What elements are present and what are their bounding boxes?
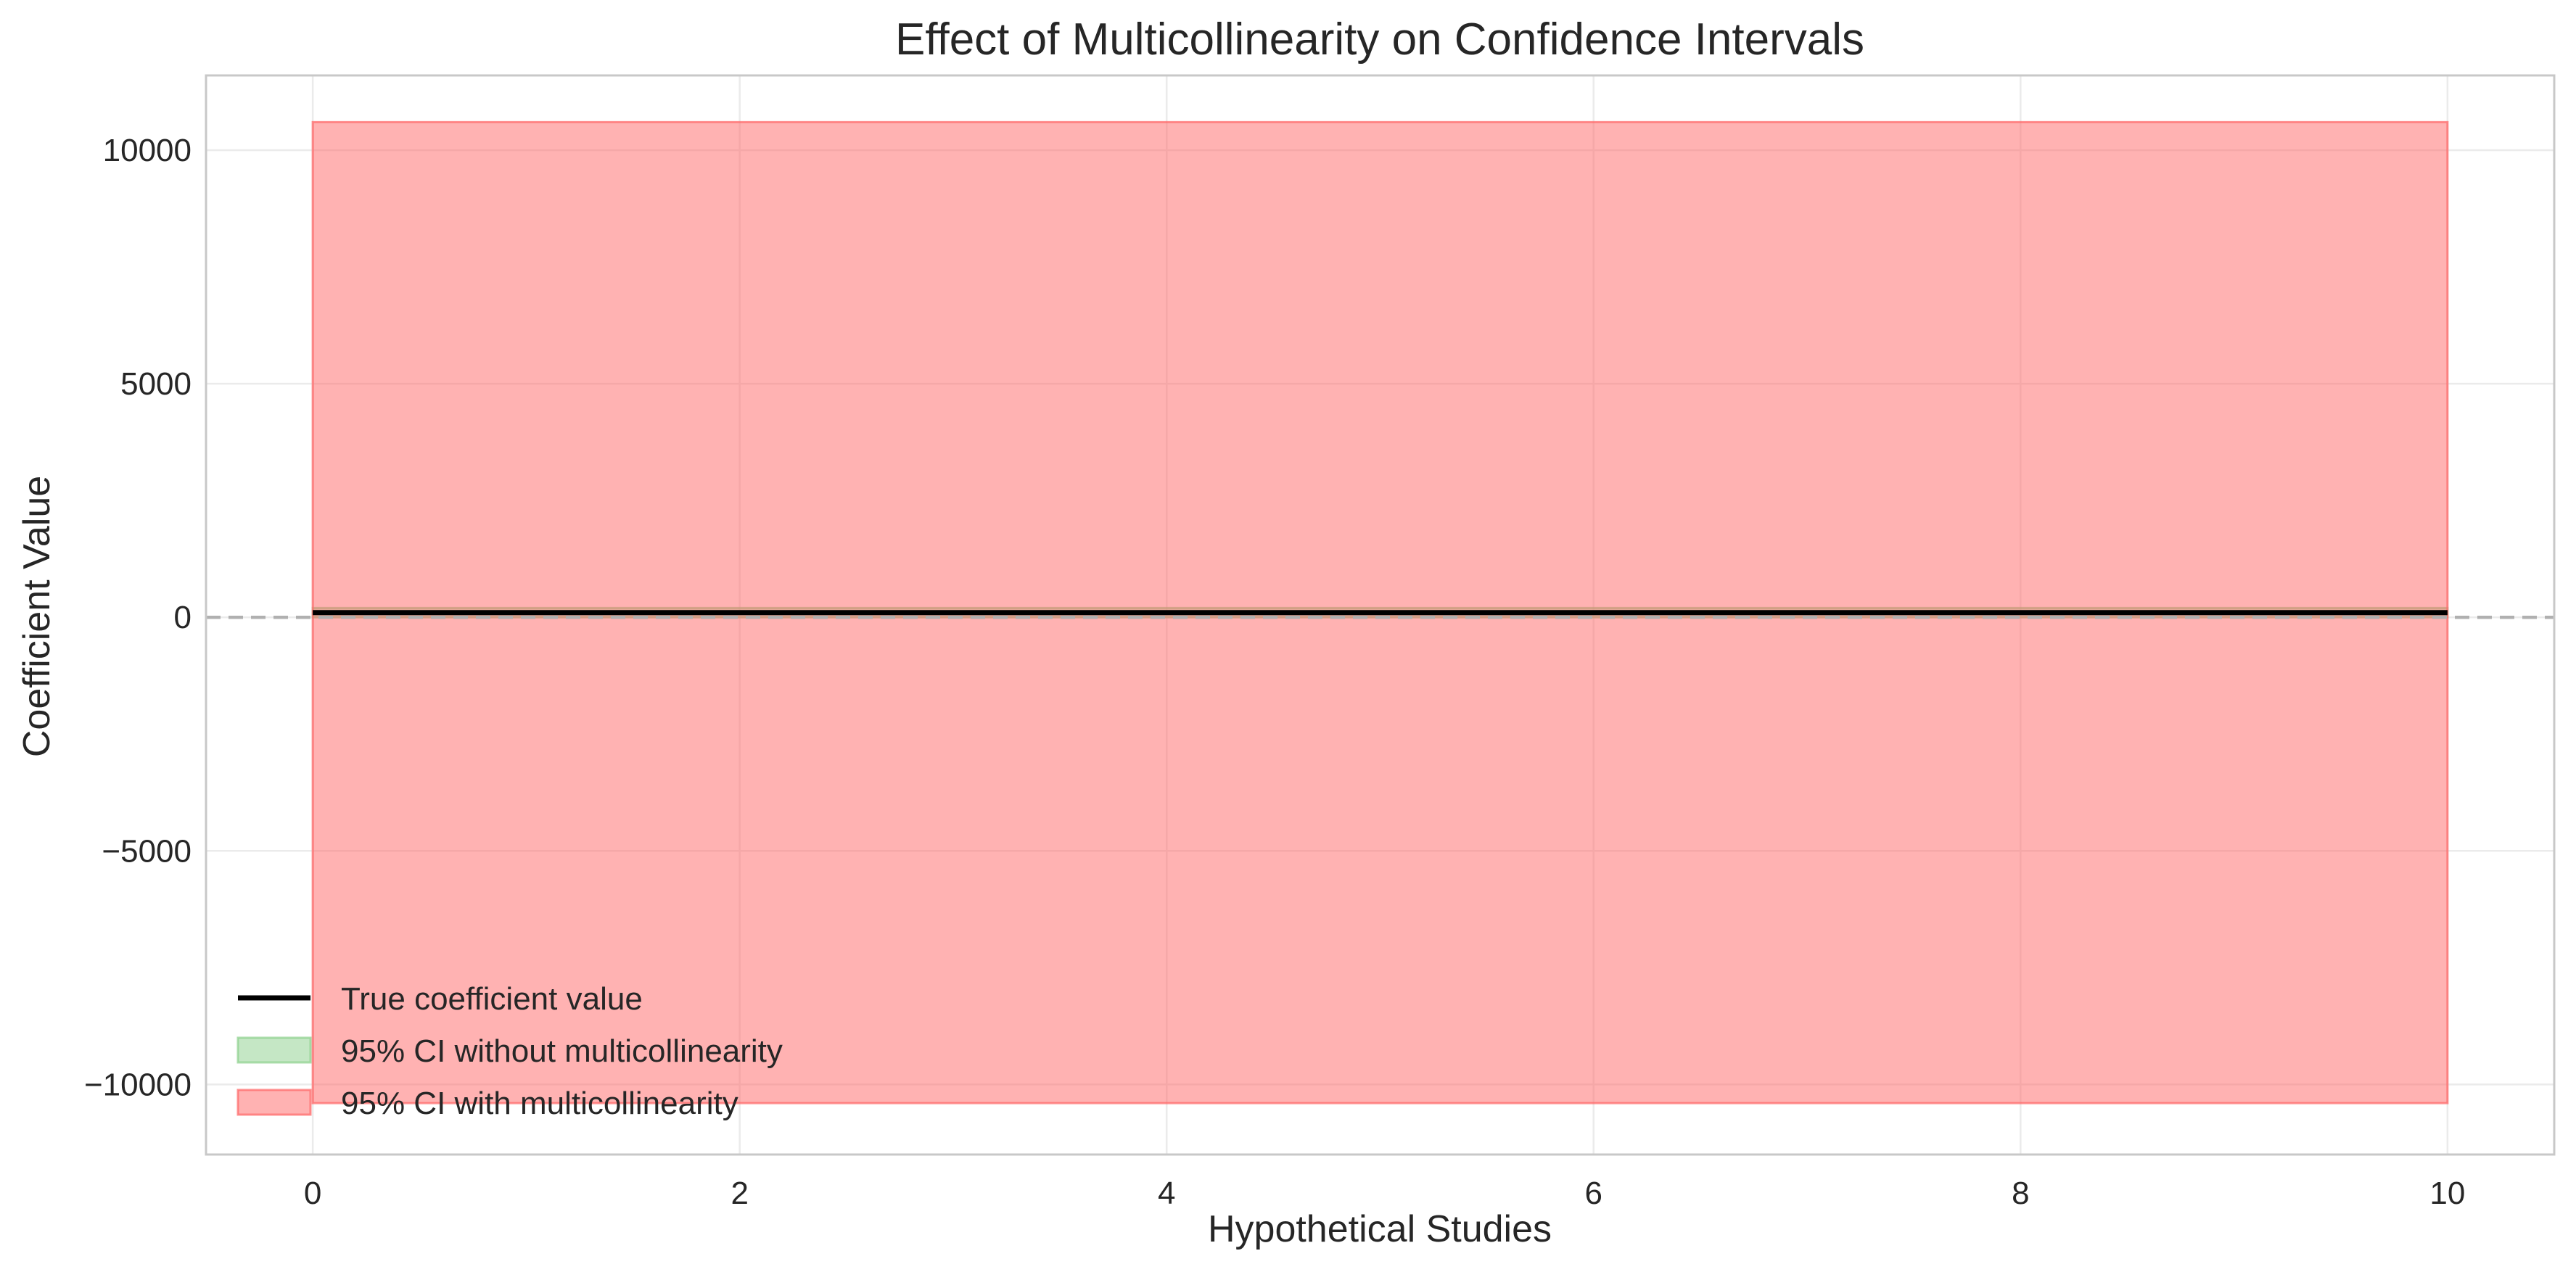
y-tick-label-1: −5000 — [102, 833, 192, 869]
legend-item-0: True coefficient value — [238, 981, 643, 1017]
x-axis-label: Hypothetical Studies — [1208, 1208, 1552, 1250]
plot-frame — [205, 74, 2556, 1156]
chart-title: Effect of Multicollinearity on Confidenc… — [895, 15, 1864, 65]
x-tick-label-4: 8 — [2012, 1176, 2029, 1211]
legend-label-2: 95% CI with multicollinearity — [341, 1086, 738, 1121]
y-axis-label: Coefficient Value — [16, 476, 58, 757]
y-tick-label-0: −10000 — [84, 1067, 192, 1102]
y-tick-label-2: 0 — [174, 600, 192, 635]
x-tick-label-1: 2 — [731, 1176, 748, 1211]
plot-area — [205, 74, 2556, 1156]
legend: True coefficient value 95% CI without mul… — [236, 981, 783, 1121]
y-tick-label-4: 10000 — [103, 133, 192, 168]
x-tick-label-5: 10 — [2429, 1176, 2465, 1211]
x-tick-label-2: 4 — [1158, 1176, 1175, 1211]
legend-swatch-2 — [236, 1089, 312, 1116]
legend-item-2: 95% CI with multicollinearity — [236, 1086, 738, 1121]
y-tick-label-3: 5000 — [120, 366, 192, 402]
legend-label-1: 95% CI without multicollinearity — [341, 1033, 783, 1069]
series-layer — [206, 120, 2554, 1104]
legend-swatch-1 — [236, 1036, 312, 1064]
x-tick-label-3: 6 — [1585, 1176, 1602, 1211]
x-axis: 0 2 4 6 8 10 — [304, 1176, 2465, 1211]
legend-label-0: True coefficient value — [341, 981, 643, 1017]
legend-item-1: 95% CI without multicollinearity — [236, 1033, 783, 1069]
x-tick-label-0: 0 — [304, 1176, 321, 1211]
y-axis: −10000 −5000 0 5000 10000 — [84, 133, 192, 1102]
